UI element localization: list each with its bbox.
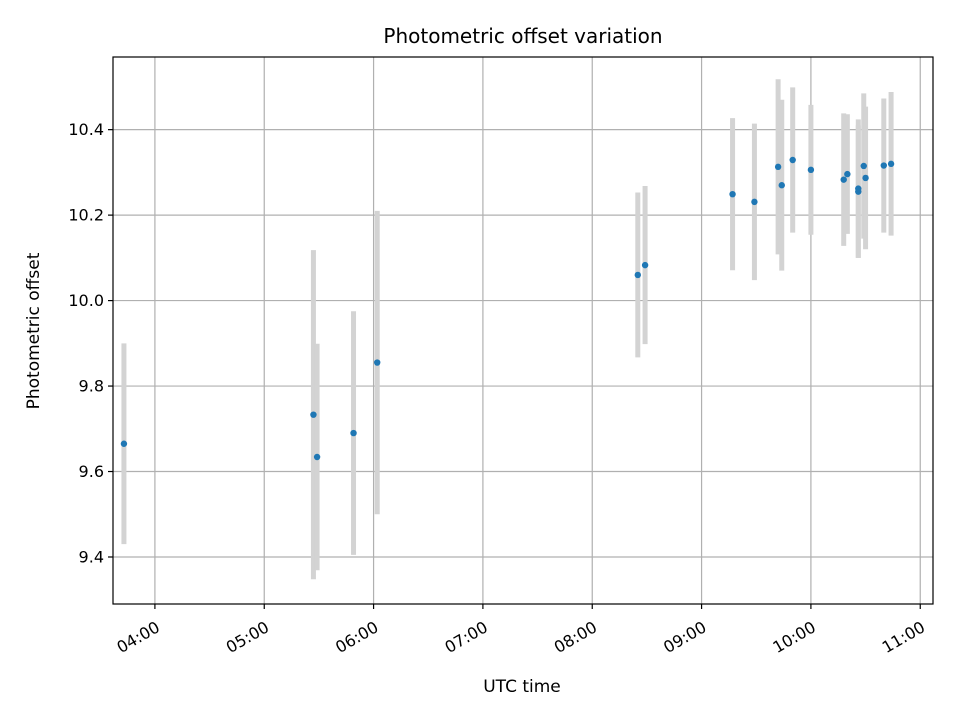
data-point xyxy=(374,359,381,366)
y-axis-title: Photometric offset xyxy=(24,252,44,409)
y-tick-label: 9.8 xyxy=(79,377,104,396)
x-tick-label: 09:00 xyxy=(660,617,709,657)
grid-lines xyxy=(113,57,933,604)
data-point xyxy=(313,453,321,461)
x-tick-label: 06:00 xyxy=(332,617,381,657)
data-point xyxy=(751,198,758,206)
data-points xyxy=(120,156,895,461)
data-point xyxy=(729,190,736,198)
data-point xyxy=(807,166,815,174)
data-point xyxy=(860,162,867,170)
data-point xyxy=(120,440,128,447)
x-tick-label: 07:00 xyxy=(441,617,490,657)
data-point xyxy=(641,261,649,269)
y-tick-label: 9.4 xyxy=(79,547,104,566)
data-point xyxy=(634,271,641,279)
data-point xyxy=(350,429,357,437)
x-tick-label: 10:00 xyxy=(769,617,818,657)
y-tick-label: 10.2 xyxy=(68,206,104,225)
data-point xyxy=(844,170,851,178)
y-tick-label: 9.6 xyxy=(79,462,104,481)
y-tick-label: 10.0 xyxy=(68,291,104,310)
data-point xyxy=(778,182,785,189)
x-axis-title: UTC time xyxy=(483,677,561,697)
chart-title: Photometric offset variation xyxy=(383,24,662,48)
x-tick-label: 08:00 xyxy=(551,617,600,657)
y-tick-label: 10.4 xyxy=(68,120,104,139)
data-point xyxy=(774,163,782,171)
data-point xyxy=(840,176,847,183)
data-point xyxy=(880,162,887,169)
x-tick-label: 11:00 xyxy=(879,617,928,657)
data-point xyxy=(789,156,796,164)
error-bars xyxy=(121,79,894,580)
plot-frame xyxy=(112,56,934,605)
data-point xyxy=(887,160,895,168)
data-point xyxy=(855,188,862,195)
data-point xyxy=(862,174,869,182)
data-point xyxy=(310,411,317,418)
x-tick-label: 04:00 xyxy=(113,617,162,657)
axis-ticks: 04:00 05:00 06:00 07:00 08:00 09:00 10:00 11:00… xyxy=(68,120,928,657)
x-tick-label: 05:00 xyxy=(223,617,272,657)
